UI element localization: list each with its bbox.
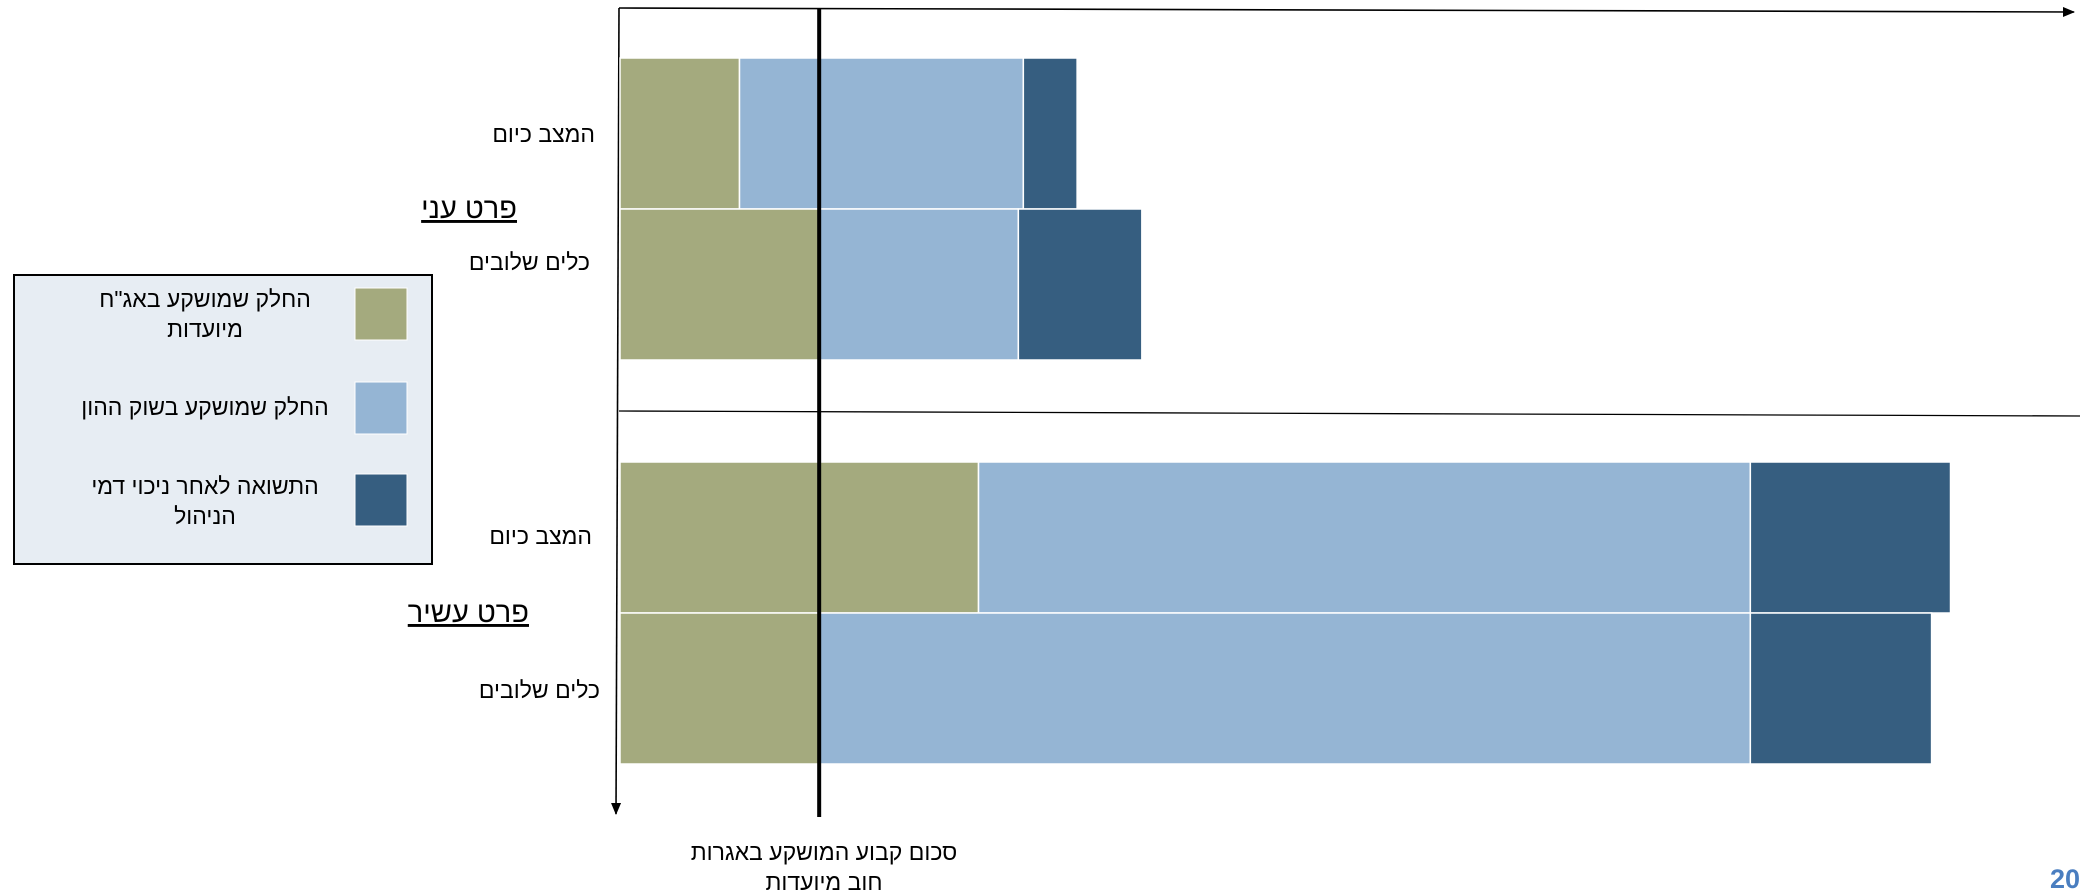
bar-segment bbox=[1749, 612, 1933, 765]
legend-swatch bbox=[354, 473, 408, 527]
x-axis-arrow bbox=[618, 6, 2075, 17]
bars-layer bbox=[619, 57, 1952, 765]
legend-entry-label: החלק שמושקע באג"ח מיועדות bbox=[99, 286, 311, 342]
bar-segment bbox=[738, 57, 1025, 210]
bar-segment bbox=[619, 461, 980, 614]
page-number: 20 bbox=[2050, 864, 2080, 894]
legend-swatch bbox=[354, 381, 408, 435]
y-axis-arrow bbox=[611, 7, 622, 815]
legend-swatch bbox=[354, 287, 408, 341]
bar-segment bbox=[818, 612, 1752, 765]
bar-segment bbox=[1017, 208, 1143, 361]
row-label: כלים שלובים bbox=[469, 249, 590, 275]
row-label: המצב כיום bbox=[492, 121, 595, 147]
bar-segment bbox=[977, 461, 1752, 614]
bar-segment bbox=[619, 612, 820, 765]
group-label: פרט עני bbox=[421, 193, 517, 225]
legend: החלק שמושקע באג"ח מיועדות החלק שמושקע בשו… bbox=[13, 274, 433, 565]
row-label: המצב כיום bbox=[489, 523, 592, 549]
reference-line-label: סכום קבוע המושקע באגרות חוב מיועדות bbox=[691, 839, 958, 895]
legend-entry-label: החלק שמושקע בשוק ההון bbox=[81, 394, 328, 420]
bar-segment bbox=[1022, 57, 1078, 210]
bar-segment bbox=[818, 208, 1020, 361]
group-divider bbox=[618, 410, 2081, 417]
bar-segment bbox=[1749, 461, 1952, 614]
row-label: כלים שלובים bbox=[479, 677, 600, 703]
bar-segment bbox=[619, 208, 820, 361]
legend-entry-label: התשואה לאחר ניכוי דמי הניהול bbox=[91, 473, 318, 529]
group-label: פרט עשיר bbox=[408, 597, 529, 629]
bar-segment bbox=[619, 57, 741, 210]
